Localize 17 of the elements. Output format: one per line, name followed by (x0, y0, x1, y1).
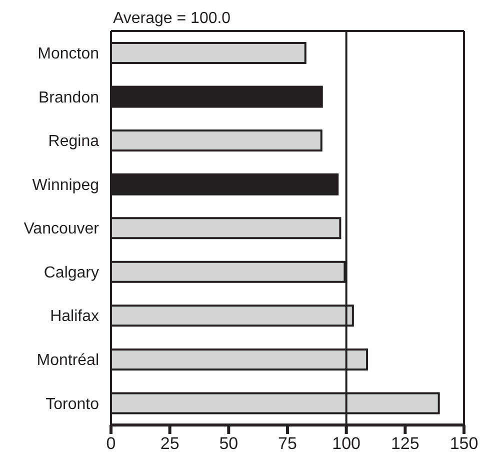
y-tick-label: Vancouver (24, 220, 100, 238)
x-tick-label: 0 (106, 434, 116, 454)
y-tick-label: Winnipeg (32, 176, 99, 194)
ref-line-label: Average = 100.0 (113, 10, 231, 27)
x-tick-label: 75 (278, 434, 297, 454)
y-tick-label: Brandon (38, 89, 99, 106)
y-tick-label: Montréal (36, 352, 99, 370)
x-tick-label: 25 (160, 434, 180, 454)
x-tick-label: 100 (332, 434, 361, 454)
x-tick-label: 50 (219, 434, 238, 454)
x-tick-label: 125 (390, 434, 420, 454)
y-tick-label: Regina (48, 133, 100, 150)
y-tick-label: Halifax (50, 308, 99, 326)
y-tick-label: Calgary (44, 264, 99, 282)
y-tick-label: Moncton (38, 46, 99, 63)
y-tick-label: Toronto (46, 396, 100, 413)
x-tick-label: 150 (450, 434, 478, 454)
